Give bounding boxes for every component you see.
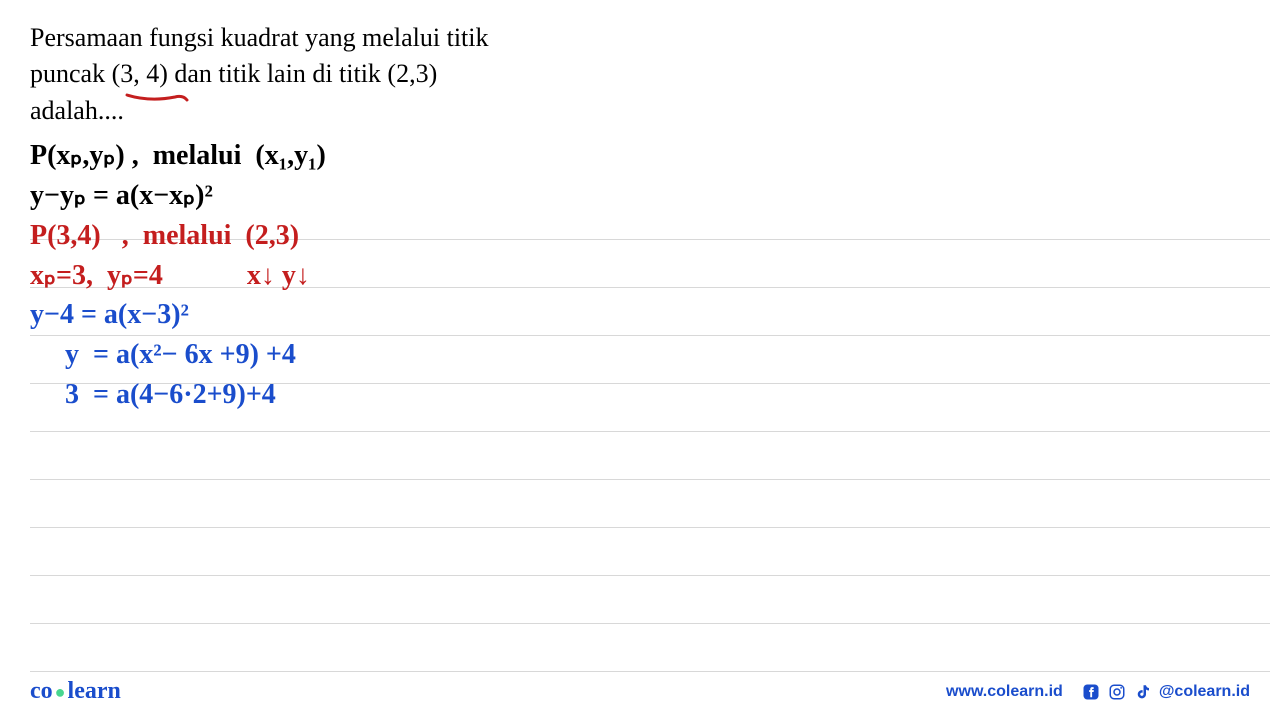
problem-line-2: puncak (3, 4) dan titik lain di titik (2… <box>30 59 437 88</box>
website-link[interactable]: www.colearn.id <box>946 683 1063 701</box>
work-line-2: y−yₚ = a(x−xₚ)² <box>30 177 1250 215</box>
footer-bar: co●learn www.colearn.id @colearn.id <box>0 678 1280 705</box>
tiktok-icon[interactable] <box>1133 682 1153 702</box>
logo-learn: learn <box>68 678 121 704</box>
social-handle[interactable]: @colearn.id <box>1159 683 1250 701</box>
social-icon-group: @colearn.id <box>1081 682 1250 702</box>
colearn-logo: co●learn <box>30 678 121 705</box>
work-line-1: P(xₚ,yₚ) , melalui (x₁,y₁) <box>30 137 1250 175</box>
footer-links: www.colearn.id @colearn.id <box>946 682 1250 702</box>
underline-annotation <box>125 92 190 104</box>
facebook-icon[interactable] <box>1081 682 1101 702</box>
problem-line-3: adalah.... <box>30 96 124 125</box>
problem-statement: Persamaan fungsi kuadrat yang melalui ti… <box>30 20 1250 129</box>
work-line-4: xₚ=3, yₚ=4 x↓ y↓ <box>30 257 1250 295</box>
work-line-6: y = a(x²− 6x +9) +4 <box>30 336 1250 374</box>
work-line-5: y−4 = a(x−3)² <box>30 296 1250 334</box>
main-content: Persamaan fungsi kuadrat yang melalui ti… <box>0 0 1280 414</box>
work-line-3: P(3,4) , melalui (2,3) <box>30 217 1250 255</box>
instagram-icon[interactable] <box>1107 682 1127 702</box>
logo-dot: ● <box>55 682 66 702</box>
logo-co: co <box>30 678 53 704</box>
handwritten-work: P(xₚ,yₚ) , melalui (x₁,y₁) y−yₚ = a(x−xₚ… <box>30 137 1250 414</box>
work-line-7: 3 = a(4−6·2+9)+4 <box>30 376 1250 414</box>
problem-line-1: Persamaan fungsi kuadrat yang melalui ti… <box>30 23 489 52</box>
